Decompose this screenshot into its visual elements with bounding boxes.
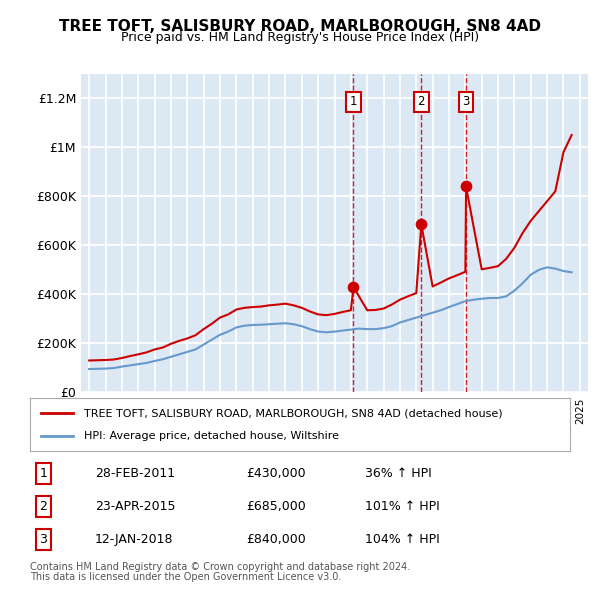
Text: 1: 1 [40,467,47,480]
Text: 28-FEB-2011: 28-FEB-2011 [95,467,175,480]
Text: 3: 3 [40,533,47,546]
Text: 12-JAN-2018: 12-JAN-2018 [95,533,173,546]
Text: 2: 2 [40,500,47,513]
Text: 101% ↑ HPI: 101% ↑ HPI [365,500,440,513]
Text: 23-APR-2015: 23-APR-2015 [95,500,175,513]
Point [349,282,358,291]
Point [461,182,471,191]
Text: TREE TOFT, SALISBURY ROAD, MARLBOROUGH, SN8 4AD: TREE TOFT, SALISBURY ROAD, MARLBOROUGH, … [59,19,541,34]
Text: This data is licensed under the Open Government Licence v3.0.: This data is licensed under the Open Gov… [30,572,341,582]
Text: TREE TOFT, SALISBURY ROAD, MARLBOROUGH, SN8 4AD (detached house): TREE TOFT, SALISBURY ROAD, MARLBOROUGH, … [84,408,503,418]
Text: £430,000: £430,000 [246,467,305,480]
Text: 3: 3 [463,96,470,109]
Text: 104% ↑ HPI: 104% ↑ HPI [365,533,440,546]
Text: Price paid vs. HM Land Registry's House Price Index (HPI): Price paid vs. HM Land Registry's House … [121,31,479,44]
Text: 36% ↑ HPI: 36% ↑ HPI [365,467,431,480]
Text: HPI: Average price, detached house, Wiltshire: HPI: Average price, detached house, Wilt… [84,431,339,441]
Text: 1: 1 [350,96,357,109]
Text: £840,000: £840,000 [246,533,306,546]
Text: 2: 2 [418,96,425,109]
Point [416,219,426,229]
Text: Contains HM Land Registry data © Crown copyright and database right 2024.: Contains HM Land Registry data © Crown c… [30,562,410,572]
Text: £685,000: £685,000 [246,500,306,513]
